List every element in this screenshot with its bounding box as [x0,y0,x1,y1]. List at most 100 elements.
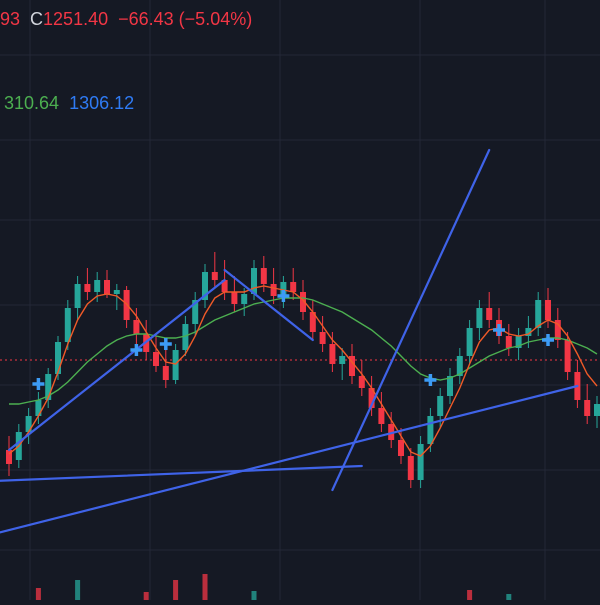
candle [515,328,522,360]
candle-body [398,440,404,456]
candle [6,436,12,476]
trendline [331,148,491,492]
cross-marker-icon [493,324,505,336]
candle-body [319,332,326,344]
candle [545,288,551,328]
candle-body [202,272,208,300]
candle [388,412,395,448]
candle-body [535,300,542,328]
trendlines[interactable] [0,148,579,540]
ma-blue-value: 1306.12 [69,93,135,113]
candle [505,324,512,356]
candle-body [290,282,297,292]
candle [45,368,52,408]
candle [74,276,81,320]
volume-bar [35,588,41,600]
candle [466,320,473,364]
candle [594,396,600,428]
candle [486,292,493,328]
change-percent: (−5.04%) [178,9,253,29]
candle-body [594,404,600,416]
candle [94,272,101,302]
candle-body [339,356,346,364]
candle-body [251,268,257,294]
candle [407,448,414,488]
candle [35,392,42,424]
candle-body [55,342,61,374]
candle [309,300,316,340]
volume-bar [202,574,208,600]
candle [398,428,404,464]
ma-slow-line [9,297,598,405]
ma-green-value: 310.64 [4,93,60,113]
candle-body [260,268,267,284]
candle-body [407,456,414,480]
candle [192,292,199,336]
candle-body [162,366,169,380]
candle [211,252,218,288]
candle-body [211,272,218,280]
change-value: −66.43 [118,9,174,29]
candle-body [437,396,444,416]
candle-body [417,444,424,480]
candle-body [84,284,91,292]
candle-body [564,340,571,372]
candle-body [192,300,199,324]
candle-body [153,352,159,366]
candle-body [378,408,385,424]
candle [231,276,238,312]
candle [162,348,169,388]
candle-body [349,356,355,376]
candle [368,376,375,416]
candle-body [35,400,42,416]
cross-markers[interactable] [32,290,554,390]
indicator-legend: 310.64 1306.12 [4,93,134,114]
candle-body [231,292,238,304]
candle [358,360,365,396]
cross-marker-icon [542,334,554,346]
volume-bar [467,590,473,600]
candle [584,384,591,424]
candle-body [486,308,493,320]
candle-body [25,416,32,432]
candle-body [221,280,228,292]
trendline [223,268,314,342]
candle [339,348,346,380]
candle-body [505,336,512,348]
candle [554,308,561,348]
candle [447,368,453,404]
candle-body [554,320,561,340]
candle-body [515,336,522,348]
cross-marker-icon [277,290,290,302]
candle [535,292,542,336]
volume-bar [251,591,257,600]
candle [349,344,355,384]
candle [417,436,424,488]
candle-body [388,424,395,440]
candle-body [476,308,483,328]
ohlc-legend: 93 C1251.40 −66.43 (−5.04%) [0,9,252,30]
close-label: C [30,9,44,29]
candle [270,268,277,304]
candle-body [280,282,287,296]
volume-bar [143,592,149,600]
candle-body [309,312,316,332]
candle-body [584,400,591,416]
candle-body [447,376,453,396]
candle [84,268,91,300]
candle [202,264,208,308]
cross-marker-icon [130,344,143,356]
volume-bar [75,580,81,600]
candle [378,392,385,432]
trendline [0,384,579,534]
candle-body [358,376,365,388]
candle-body [94,280,101,292]
candle-body [74,284,81,308]
candles[interactable] [6,252,600,488]
candle [64,300,71,350]
cross-marker-icon [32,378,45,390]
trendline [0,464,363,482]
candle [153,336,159,372]
